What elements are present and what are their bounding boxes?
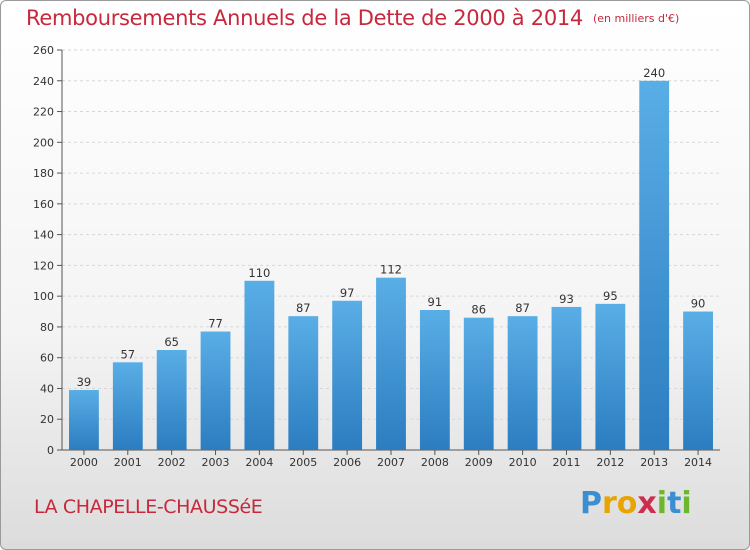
bar-value-label: 77 [208, 317, 223, 331]
labels: 0 20 40 60 80 100 120 140 160 180 200 220 240 260 39 20… [33, 44, 712, 469]
chart-title-text: Remboursements Annuels de la Dette de 20… [26, 6, 583, 30]
x-tick-label: 2003 [202, 456, 230, 469]
bar-value-label: 110 [248, 266, 270, 280]
bar-value-label: 93 [559, 292, 574, 306]
y-tick-label: 140 [33, 229, 54, 242]
x-tick-label: 2013 [640, 456, 668, 469]
bar-value-label: 97 [340, 286, 355, 300]
y-tick-label: 0 [47, 444, 54, 457]
y-tick-label: 260 [33, 44, 54, 57]
bar-value-label: 39 [77, 375, 92, 389]
chart-title: Remboursements Annuels de la Dette de 20… [26, 6, 679, 30]
y-tick-label: 20 [40, 413, 54, 426]
bars [69, 80, 713, 451]
bar-2004 [244, 280, 275, 450]
x-tick-label: 2004 [245, 456, 273, 469]
bar-value-label: 57 [120, 347, 135, 361]
bar-2010 [507, 316, 538, 450]
bar-2007 [376, 277, 406, 450]
bar-2000 [69, 390, 99, 450]
bar-value-label: 90 [691, 297, 706, 311]
chart-unit-label: (en milliers d'€) [593, 12, 680, 25]
x-tick-label: 2006 [333, 456, 361, 469]
bar-value-label: 95 [603, 289, 618, 303]
x-tick-label: 2008 [421, 456, 449, 469]
y-tick-label: 200 [33, 136, 54, 149]
y-tick-label: 240 [33, 75, 54, 88]
bar-2012 [595, 303, 626, 450]
y-tick-label: 120 [33, 259, 54, 272]
x-tick-label: 2012 [596, 456, 624, 469]
y-tick-label: 100 [33, 290, 54, 303]
y-tick-label: 40 [40, 382, 54, 395]
x-tick-label: 2005 [289, 456, 317, 469]
y-tick-label: 80 [40, 321, 54, 334]
proxiti-logo: Proxiti [580, 486, 692, 521]
x-tick-label: 2011 [552, 456, 580, 469]
bar-value-label: 91 [428, 295, 443, 309]
y-tick-label: 160 [33, 198, 54, 211]
x-tick-label: 2010 [509, 456, 537, 469]
bar-value-label: 65 [164, 335, 179, 349]
y-tick-label: 180 [33, 167, 54, 180]
x-tick-label: 2009 [465, 456, 493, 469]
x-tick-label: 2007 [377, 456, 405, 469]
x-tick-label: 2014 [684, 456, 712, 469]
bar-2009 [463, 317, 494, 450]
bar-2002 [156, 350, 187, 450]
bar-2005 [288, 316, 319, 450]
x-tick-label: 2002 [158, 456, 186, 469]
bar-value-label: 112 [380, 263, 402, 277]
y-tick-label: 60 [40, 352, 54, 365]
bar-value-label: 240 [643, 66, 665, 80]
bar-value-label: 87 [296, 301, 311, 315]
bar-2003 [200, 331, 231, 450]
bar-2013 [639, 80, 670, 451]
bar-2001 [112, 362, 143, 450]
bar-2008 [419, 310, 450, 450]
x-tick-label: 2000 [70, 456, 98, 469]
bar-value-label: 86 [471, 303, 486, 317]
bar-2014 [683, 311, 713, 450]
x-tick-label: 2001 [114, 456, 142, 469]
bar-2011 [551, 306, 582, 450]
bar-2006 [332, 300, 363, 450]
commune-name: LA CHAPELLE-CHAUSSéE [34, 496, 263, 518]
bar-value-label: 87 [515, 301, 530, 315]
y-tick-label: 220 [33, 106, 54, 119]
